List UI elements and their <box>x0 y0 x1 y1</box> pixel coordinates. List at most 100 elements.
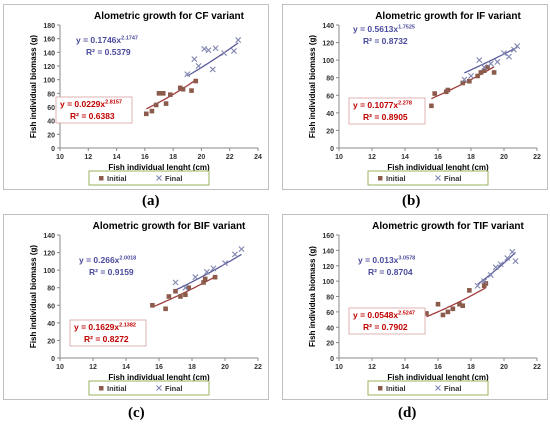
chart-d-y-label: Fish individua biomass (g) <box>308 246 317 347</box>
chart-c-point-final <box>222 260 228 267</box>
chart-d-x-tick-label: 18 <box>467 364 475 371</box>
chart-d-point-final <box>474 282 481 289</box>
chart-a-r2-initial: R² = 0.6383 <box>70 111 115 121</box>
chart-b-y-tick-label: 60 <box>326 93 334 100</box>
chart-c-x-tick-label: 12 <box>89 364 97 371</box>
chart-d-y-tick-label: 40 <box>326 325 334 332</box>
chart-a-x-tick-label: 24 <box>254 154 262 161</box>
chart-a-legend-final: Final <box>165 174 183 183</box>
chart-c-x-tick-label: 20 <box>221 364 229 371</box>
chart-a-equation-text: y = 0.1746x <box>76 35 121 45</box>
chart-b-svg: Alometric growth for IF variant 0 20 40 60 80… <box>308 11 541 186</box>
chart-a-point-final <box>184 71 191 78</box>
chart-d-y-tick-label: 80 <box>326 295 334 302</box>
chart-c-title: Alometric growth for BIF variant <box>93 221 246 232</box>
chart-c-y-tick-label: 40 <box>47 321 55 328</box>
chart-c-x-tick-label: 18 <box>188 364 196 371</box>
chart-a-point-final <box>212 45 219 52</box>
chart-c-x-label: Fish individual lenght (cm) <box>108 373 210 382</box>
chart-d-point-initial <box>440 312 446 318</box>
chart-a-equation-exponent: 2.8157 <box>105 100 122 106</box>
chart-b-legend-final: Final <box>444 174 462 183</box>
chart-d-legend <box>367 380 489 396</box>
chart-a-y-tick-label: 20 <box>47 132 55 139</box>
chart-d-point-final <box>512 258 519 265</box>
chart-c-point-final <box>182 284 189 291</box>
chart-b-x-tick-label: 20 <box>500 154 508 161</box>
chart-b-y-tick-label: 40 <box>326 111 334 118</box>
chart-b-equation-initial: y = 0.1077x2.278 <box>353 100 412 110</box>
chart-a-point-initial <box>177 85 183 91</box>
chart-c-x-tick-label: 22 <box>254 364 262 371</box>
chart-a-y-tick-label: 180 <box>43 23 55 30</box>
chart-c-y-tick-label: 100 <box>43 268 55 275</box>
chart-d-point-final <box>497 261 504 268</box>
chart-c-point-initial <box>166 294 172 299</box>
chart-c-legend <box>88 380 210 396</box>
chart-a-r2-final: R² = 0.5379 <box>86 47 131 57</box>
chart-d-y-tick-label: 60 <box>326 310 334 317</box>
chart-c-point-final <box>203 268 210 275</box>
chart-a-point-initial <box>193 78 199 84</box>
chart-c-point-initial <box>186 285 191 291</box>
chart-c-y-label: Fish individual biomass (g) <box>29 245 38 348</box>
chart-d-equation-box-initial <box>348 307 426 335</box>
chart-a-title: Alometric growth for CF variant <box>94 11 245 22</box>
chart-c-point-initial <box>183 292 188 298</box>
chart-a-y-tick-label: 80 <box>47 91 55 98</box>
chart-b-point-final <box>468 72 474 79</box>
chart-b-legend <box>367 170 489 186</box>
chart-b-point-final <box>476 57 483 64</box>
chart-panel-d: Alometric growth for TIF variant 0 20 40 60 8… <box>282 214 548 400</box>
chart-a-point-final <box>221 50 228 57</box>
chart-a-point-final <box>230 47 237 54</box>
chart-c-legend-final: Final <box>165 384 183 393</box>
chart-a-equation-initial: y = 0.0229x2.8157 <box>60 99 122 109</box>
chart-a-x-tick-label: 22 <box>226 154 234 161</box>
caption-d: (d) <box>398 405 417 421</box>
chart-b-y-tick-label: 80 <box>326 76 334 83</box>
chart-c-point-initial <box>173 288 178 294</box>
caption-c: (c) <box>128 405 145 421</box>
chart-d-y-tick-label: 100 <box>322 279 334 286</box>
chart-a-point-final <box>235 37 242 44</box>
chart-c-y-tick-label: 140 <box>43 233 55 240</box>
chart-a-point-final <box>195 63 202 69</box>
chart-b-equation-exponent: 1.7525 <box>398 25 415 31</box>
chart-a-point-final <box>201 45 208 52</box>
chart-a-x-tick-label: 20 <box>198 154 206 161</box>
chart-c-r2-final: R² = 0.9159 <box>89 267 134 277</box>
chart-d-point-final <box>492 264 499 271</box>
chart-a-equation-final: y = 0.1746x2.1747 <box>76 35 138 45</box>
chart-d-x-tick-label: 10 <box>335 364 343 371</box>
chart-d-point-initial <box>460 303 466 309</box>
chart-d-point-initial <box>467 288 472 293</box>
chart-d-equation-initial: y = 0.0548x2.5247 <box>353 310 415 320</box>
chart-a-x-tick-label: 18 <box>169 154 177 161</box>
chart-b-equation-text: y = 0.1077x <box>353 100 398 110</box>
chart-d-point-final <box>504 255 511 262</box>
chart-b-y-tick-label: 0 <box>330 146 334 153</box>
chart-a-x-tick-label: 10 <box>56 154 64 161</box>
chart-a-point-initial <box>180 86 186 92</box>
chart-b-x-tick-label: 18 <box>467 154 475 161</box>
chart-b-point-final <box>494 58 501 65</box>
chart-d-r2-final: R² = 0.8704 <box>368 267 413 277</box>
chart-d-trendline-final <box>477 251 516 285</box>
chart-d-trendline-initial <box>426 287 487 318</box>
chart-d-x-tick-label: 12 <box>368 364 376 371</box>
chart-b-point-initial <box>481 68 487 73</box>
chart-d-legend-initial-marker <box>378 386 383 391</box>
chart-d-point-initial <box>445 309 451 315</box>
chart-d-x-tick-label: 16 <box>434 364 442 371</box>
chart-a-y-tick-label: 140 <box>43 50 55 57</box>
chart-a-point-initial <box>143 111 149 117</box>
chart-a-y-tick-label: 60 <box>47 105 55 112</box>
chart-d-point-final <box>487 271 494 278</box>
chart-d-y-tick-label: 140 <box>322 248 334 255</box>
chart-c-y-tick-label: 20 <box>47 338 55 345</box>
chart-b-x-tick-label: 14 <box>401 154 409 161</box>
chart-b-x-tick-label: 16 <box>434 154 442 161</box>
chart-a-equation-exponent: 2.1747 <box>121 36 138 42</box>
chart-panel-a: Alometric growth for CF variant 0 20 40 60 80… <box>3 4 269 190</box>
